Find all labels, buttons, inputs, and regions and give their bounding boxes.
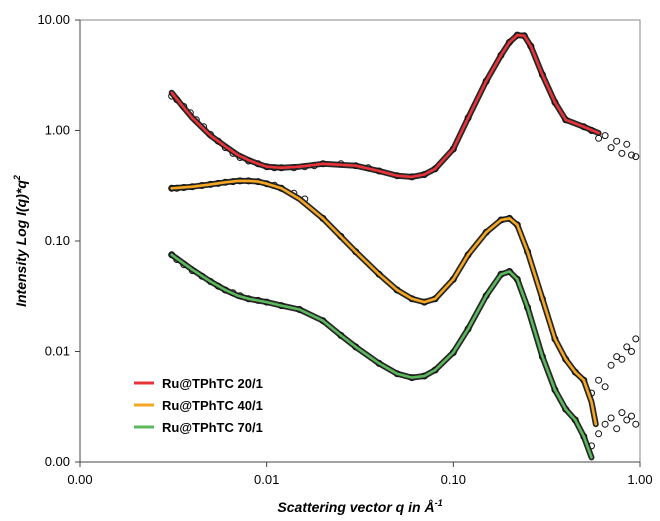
data-point	[449, 349, 457, 356]
data-point	[623, 140, 631, 148]
data-point	[198, 272, 206, 280]
y-axis-title: Intensity Log I(q)*q2	[12, 175, 29, 307]
y-tick-label: 0.01	[45, 344, 70, 359]
data-point	[352, 343, 360, 351]
y-tick-label: 10.00	[37, 12, 70, 27]
data-point	[431, 165, 439, 173]
data-point	[571, 368, 579, 376]
data-point	[595, 430, 603, 438]
data-point	[337, 232, 345, 240]
data-point	[464, 325, 472, 333]
data-point	[601, 132, 609, 140]
data-point	[168, 251, 176, 259]
fit-line	[170, 253, 593, 459]
data-point	[607, 414, 615, 422]
data-point	[449, 275, 457, 283]
data-point	[618, 355, 626, 363]
data-point	[613, 425, 621, 433]
data-point	[207, 278, 214, 285]
data-point	[431, 366, 439, 374]
x-tick-label: 0.00	[67, 472, 92, 487]
x-tick-label: 0.01	[254, 472, 279, 487]
x-axis-ticks: 0.00 0.01 0.10 1.00	[67, 462, 653, 487]
x-axis-title-q: q	[396, 499, 405, 515]
data-point	[632, 153, 640, 161]
data-point	[595, 376, 603, 384]
data-point	[562, 405, 570, 413]
data-point	[595, 134, 603, 142]
data-point	[375, 270, 383, 278]
x-tick-label: 0.10	[441, 472, 466, 487]
data-point	[497, 51, 505, 59]
x-axis-title-text: Scattering vector	[277, 499, 395, 515]
data-point	[607, 361, 615, 369]
x-axis-title-unit: in Å	[404, 499, 434, 515]
data-point	[623, 416, 631, 424]
data-point	[618, 149, 626, 157]
legend-label: Ru@TPhTC 40/1	[162, 398, 263, 413]
data-point	[173, 96, 181, 104]
data-point	[628, 151, 635, 159]
data-point	[571, 416, 579, 424]
data-point	[632, 335, 640, 343]
legend-label: Ru@TPhTC 20/1	[162, 376, 263, 391]
y-tick-label: 0.10	[45, 233, 70, 248]
data-point	[352, 248, 360, 256]
x-tick-label: 1.00	[627, 472, 652, 487]
data-point	[562, 355, 570, 363]
data-point	[623, 343, 631, 351]
y-axis-title-text: Intensity Log	[13, 216, 29, 307]
data-point	[628, 348, 635, 355]
legend-item: Ru@TPhTC 70/1	[134, 420, 263, 435]
y-axis-title-func: I(q)*q	[13, 180, 29, 216]
data-point	[632, 420, 640, 428]
data-point	[482, 292, 490, 300]
series-2	[168, 177, 640, 428]
data-point	[482, 228, 490, 236]
legend-item: Ru@TPhTC 20/1	[134, 376, 263, 391]
data-point	[337, 331, 345, 339]
legend-label: Ru@TPhTC 70/1	[162, 420, 263, 435]
data-point	[601, 383, 609, 391]
series-3	[168, 251, 640, 461]
y-axis-title-exponent: 2	[12, 175, 22, 181]
data-point	[482, 77, 490, 85]
data-point	[319, 214, 327, 222]
data-point	[506, 38, 513, 46]
data-point	[375, 359, 383, 367]
series-layer	[168, 31, 640, 461]
data-point	[214, 137, 222, 145]
data-point	[628, 412, 635, 420]
y-axis-ticks: 0.00 0.01 0.10 1.00 10.00	[37, 12, 80, 469]
data-point	[207, 131, 214, 138]
legend-item: Ru@TPhTC 40/1	[134, 398, 263, 413]
x-axis-title-exponent: -1	[435, 498, 443, 508]
legend: Ru@TPhTC 20/1 Ru@TPhTC 40/1 Ru@TPhTC 70/1	[134, 376, 263, 435]
data-point	[613, 137, 621, 145]
series-1	[168, 31, 640, 181]
fit-line	[170, 33, 600, 179]
data-point	[601, 420, 609, 428]
fit-line	[170, 179, 598, 426]
x-axis-title: Scattering vector q in Å-1	[277, 498, 442, 515]
y-tick-label: 1.00	[45, 123, 70, 138]
data-point	[618, 409, 626, 417]
data-point	[393, 286, 401, 294]
data-point	[607, 144, 615, 152]
data-point	[464, 251, 472, 259]
y-tick-label: 0.00	[45, 454, 70, 469]
